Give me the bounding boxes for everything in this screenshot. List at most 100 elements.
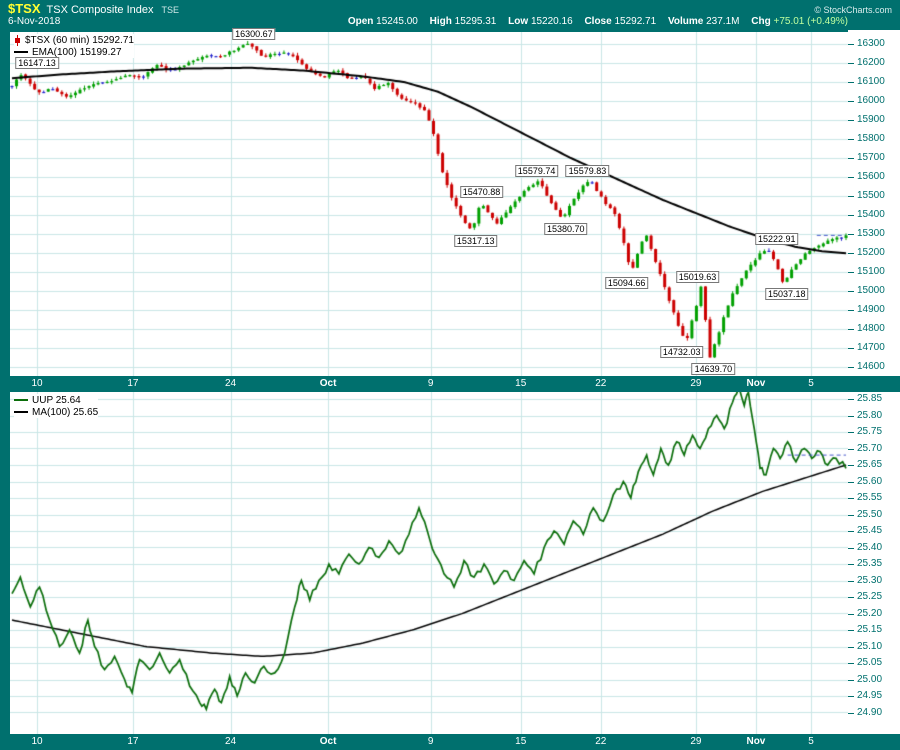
y-axis-tick [848,367,854,368]
high-value: 15295.31 [454,16,497,27]
uup-legend-label: UUP 25.64 [32,394,81,406]
tsx-legend: $TSX (60 min) 15292.71 EMA(100) 15199.27 [14,34,134,58]
y-axis-tick [848,101,854,102]
y-axis-label: 15200 [857,247,885,258]
y-axis-label: 15500 [857,190,885,201]
y-axis-label: 25.00 [857,673,883,685]
uup-line-chart [10,392,848,734]
x-axis-label: 22 [595,736,607,747]
volume-label: Volume [667,16,704,27]
y-axis-label: 15700 [857,152,885,163]
symbol: $TSX [8,1,41,16]
y-axis-tick [848,679,854,681]
y-axis-label: 24.95 [857,690,883,701]
y-axis-tick [848,139,854,140]
y-axis-label: 14600 [857,361,885,372]
chg-quote: Chg +75.01 (+0.49%) [751,16,848,27]
y-axis-tick [848,514,854,516]
tsx-legend-label: $TSX (60 min) 15292.71 [25,34,134,46]
x-axis-label: 10 [31,736,43,747]
x-axis-label: Nov [746,736,766,747]
y-axis-label: 14800 [857,323,885,334]
uup-legend: UUP 25.64 MA(100) 25.65 [14,394,99,418]
y-axis-tick [848,432,854,433]
y-axis-tick [848,253,854,254]
y-axis-label: 25.20 [857,607,883,619]
y-axis-label: 25.80 [857,409,883,421]
y-axis-tick [848,646,854,648]
ma-legend-label: MA(100) 25.65 [32,406,99,418]
y-axis-tick [848,712,854,714]
y-axis-label: 25.10 [857,640,883,652]
y-axis-tick [848,547,854,549]
y-axis-tick [848,158,854,159]
tsx-candlestick-chart [10,32,848,376]
y-axis-tick [848,564,854,565]
x-axis-label: 22 [595,378,607,389]
y-axis-tick [848,272,854,273]
open-value: 15245.00 [376,16,418,27]
y-axis-tick [848,44,854,45]
y-axis-tick [848,448,854,450]
uup-legend-row: UUP 25.64 [14,394,98,406]
index-name: TSX Composite Index [46,4,154,16]
y-axis-tick [848,177,854,178]
copyright: © StockCharts.com [814,5,892,15]
header-title-row: $TSX TSX Composite Index TSE © StockChar… [8,1,892,16]
y-axis-tick [848,291,854,292]
volume-quote: Volume 237.1M [668,16,740,27]
uup-line-icon [14,399,28,401]
low-value: 15220.16 [530,16,573,27]
y-axis-label: 16100 [857,76,885,87]
y-axis-tick [848,498,854,499]
chart-date: 6-Nov-2018 [8,16,61,27]
chart-header: $TSX TSX Composite Index TSE © StockChar… [0,0,900,30]
ema-legend-row: EMA(100) 15199.27 [14,46,134,58]
uup-x-axis: 10 17 24 Oct 9 15 22 29 Nov 5 [0,734,900,750]
x-axis-label: 17 [127,736,139,747]
tsx-chart-panel: $TSX (60 min) 15292.71 EMA(100) 15199.27 [10,32,848,376]
y-axis-label: 14900 [857,304,885,315]
x-axis-label: Nov [746,378,766,389]
tsx-legend-row: $TSX (60 min) 15292.71 [14,34,134,46]
y-axis-tick [848,663,854,664]
high-quote: High 15295.31 [430,16,497,27]
y-axis-tick [848,580,854,582]
y-axis-label: 25.75 [857,426,883,437]
y-axis-label: 15300 [857,228,885,239]
close-label: Close [584,16,612,27]
close-value: 15292.71 [614,16,657,27]
y-axis-tick [848,630,854,631]
uup-y-axis: 25.85 25.80 25.75 25.70 25.65 25.60 25.55 25.50… [848,392,900,734]
y-axis-label: 16200 [857,57,885,68]
y-axis-label: 14700 [857,342,885,353]
y-axis-label: 25.85 [857,393,883,404]
y-axis-label: 16300 [857,38,885,49]
y-axis-label: 25.70 [857,442,883,454]
y-axis-label: 25.50 [857,508,883,520]
y-axis-label: 25.45 [857,525,883,536]
y-axis-tick [848,329,854,330]
y-axis-label: 25.65 [857,459,883,470]
y-axis-tick [848,196,854,197]
volume-value: 237.1M [706,16,740,27]
tsx-y-axis: 16300 16200 16100 16000 15900 15800 15700 15600… [848,30,900,376]
y-axis-tick [848,63,854,64]
x-axis-label: 15 [515,378,527,389]
x-axis-label: 29 [690,736,702,747]
y-axis-label: 15600 [857,171,885,182]
x-axis-label: 29 [690,378,702,389]
y-axis-tick [848,234,854,235]
x-axis-label: Oct [319,378,337,389]
y-axis-label: 15400 [857,209,885,220]
y-axis-label: 16000 [857,95,885,106]
quote-strip: Open 15245.00 High 15295.31 Low 15220.16… [339,16,848,27]
x-axis-label: 5 [808,378,814,389]
x-axis-label: 9 [427,378,434,389]
y-axis-label: 15100 [857,266,885,277]
y-axis-label: 15900 [857,114,885,125]
y-axis-label: 25.05 [857,657,883,668]
x-axis-label: Oct [319,736,337,747]
x-axis-label: 5 [808,736,814,747]
